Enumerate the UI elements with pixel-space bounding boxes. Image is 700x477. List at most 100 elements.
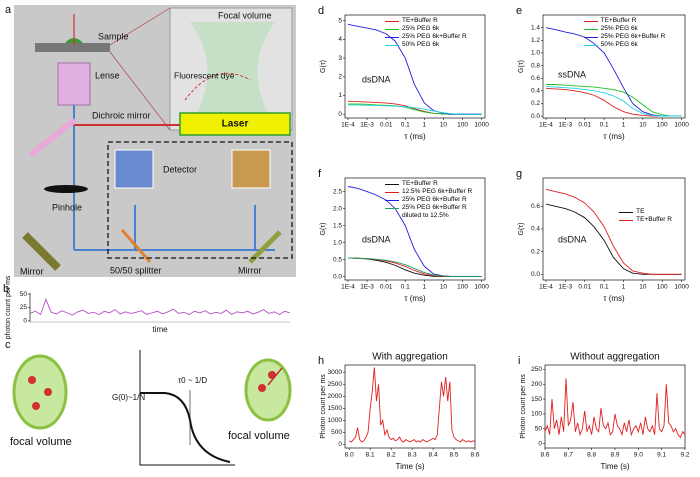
series-line xyxy=(347,104,482,115)
plot-frame xyxy=(344,177,486,281)
legend-swatch xyxy=(385,199,399,201)
x-tick-label: 8.5 xyxy=(450,452,459,459)
x-tick-label: 8.6 xyxy=(470,452,479,459)
y-tick-label: 0 xyxy=(538,440,542,447)
y-axis-label: Photon count per ms xyxy=(520,374,527,439)
y-tick-label: 200 xyxy=(531,381,542,388)
x-tick-label: 8.6 xyxy=(540,452,549,459)
panel-label: f xyxy=(318,168,322,180)
legend-label: 25% PEG 6k+Buffer R xyxy=(402,33,467,40)
x-axis-label: τ (ms) xyxy=(404,294,426,303)
panel-label: g xyxy=(516,168,522,180)
series-line xyxy=(348,367,476,443)
y-axis-label: G(τ) xyxy=(320,60,327,73)
molecule xyxy=(32,402,40,410)
y-tick-label: 2000 xyxy=(328,393,343,400)
x-tick-label: 0.01 xyxy=(578,284,591,291)
plot-frame xyxy=(544,364,686,449)
y-tick-label: 50 xyxy=(535,425,543,432)
x-tick-label: 0.1 xyxy=(600,122,609,129)
series-line xyxy=(546,84,682,117)
panel-label: b xyxy=(3,283,9,295)
series-line xyxy=(347,257,482,278)
molecule xyxy=(258,384,266,392)
pinhole xyxy=(44,185,88,193)
x-tick-label: 1E-3 xyxy=(559,122,573,129)
label: Pinhole xyxy=(52,202,82,212)
legend-entry: 25% PEG 6k+Buffer R xyxy=(385,196,483,204)
panel-label: c xyxy=(5,339,11,351)
x-tick-label: 1E-4 xyxy=(341,284,355,291)
legend-box: TE+Buffer R 12.5% PEG 6k+Buffer R 25% PEG … xyxy=(385,180,483,220)
y-tick-label: 1.0 xyxy=(333,239,342,246)
y-tick-label: 1.2 xyxy=(531,37,540,44)
y-axis-label: G(τ) xyxy=(320,223,327,236)
y-tick-label: 1000 xyxy=(328,417,343,424)
x-tick-label: 1000 xyxy=(474,284,489,291)
legend-label: TE+Buffer R xyxy=(636,216,672,223)
y-tick-label: 250 xyxy=(531,366,542,373)
x-tick-label: 8.1 xyxy=(366,452,375,459)
label: Mirror xyxy=(238,265,262,275)
zoom-line xyxy=(109,7,171,46)
panel-label: d xyxy=(318,5,324,17)
legend-entry: 25% PEG 6k xyxy=(385,25,483,33)
arrow xyxy=(267,367,283,386)
y-tick-label: 100 xyxy=(531,411,542,418)
plot-frame xyxy=(344,14,486,119)
panel-label: a xyxy=(5,4,12,16)
y-tick-label: 5 xyxy=(338,17,342,24)
y-tick-label: 0 xyxy=(338,441,342,448)
legend-swatch xyxy=(619,211,634,213)
label: Mirror xyxy=(20,266,44,276)
legend-label: TE+Buffer R xyxy=(402,180,438,187)
x-tick-label: 0.1 xyxy=(401,284,410,291)
x-tick-label: 10 xyxy=(639,284,647,291)
y-tick-label: 1.0 xyxy=(531,50,540,57)
panel-label: h xyxy=(318,355,324,367)
series-line xyxy=(347,257,482,278)
y-tick-label: 0.2 xyxy=(531,248,540,255)
y-tick-label: 4 xyxy=(338,36,342,43)
legend-label: 50% PEG 6k xyxy=(600,41,638,48)
legend-swatch xyxy=(619,219,634,221)
molecule xyxy=(28,376,36,384)
legend-entry: 50% PEG 6k xyxy=(583,41,683,49)
y-tick-label: 2.0 xyxy=(333,205,342,212)
legend-label: 25% PEG 6k xyxy=(600,25,638,32)
x-tick-label: 100 xyxy=(457,122,468,129)
label: τ0 ~ 1/D xyxy=(178,376,207,385)
y-tick-label: 0.6 xyxy=(531,203,540,210)
mirror xyxy=(22,232,61,271)
y-tick-label: 2500 xyxy=(328,381,343,388)
chart-title: With aggregation xyxy=(372,352,448,363)
x-tick-label: 8.2 xyxy=(387,452,396,459)
x-tick-label: 0.01 xyxy=(380,122,393,129)
label: Lense xyxy=(95,70,120,80)
x-tick-label: 1 xyxy=(622,284,626,291)
label: focal volume xyxy=(228,430,290,442)
legend-label: 25% PEG 6k xyxy=(402,25,440,32)
label: Dichroic mirror xyxy=(92,110,151,120)
x-axis-label: τ (ms) xyxy=(404,132,426,141)
x-tick-label: 1 xyxy=(423,122,427,129)
x-tick-label: 8.4 xyxy=(429,452,438,459)
x-tick-label: 9.2 xyxy=(680,452,689,459)
x-tick-label: 8.3 xyxy=(408,452,417,459)
y-axis-label: Photon count per ms xyxy=(320,374,327,439)
legend-entry: TE+Buffer R xyxy=(583,17,683,25)
y-tick-label: 1 xyxy=(338,92,342,99)
legend-label: TE xyxy=(636,208,645,215)
x-tick-label: 1E-4 xyxy=(539,122,553,129)
y-tick-label: 50 xyxy=(20,291,28,298)
x-tick-label: 100 xyxy=(657,122,668,129)
dichroic-mirror xyxy=(28,117,77,158)
x-tick-label: 0.1 xyxy=(401,122,410,129)
legend-label: 50% PEG 6k xyxy=(402,41,440,48)
panel-label: i xyxy=(518,355,520,367)
splitter xyxy=(120,229,152,263)
x-tick-label: 9.1 xyxy=(657,452,666,459)
x-tick-label: 0.01 xyxy=(380,284,393,291)
legend-box: TE+Buffer R 25% PEG 6k 25% PEG 6k+Buffer R… xyxy=(583,17,683,49)
